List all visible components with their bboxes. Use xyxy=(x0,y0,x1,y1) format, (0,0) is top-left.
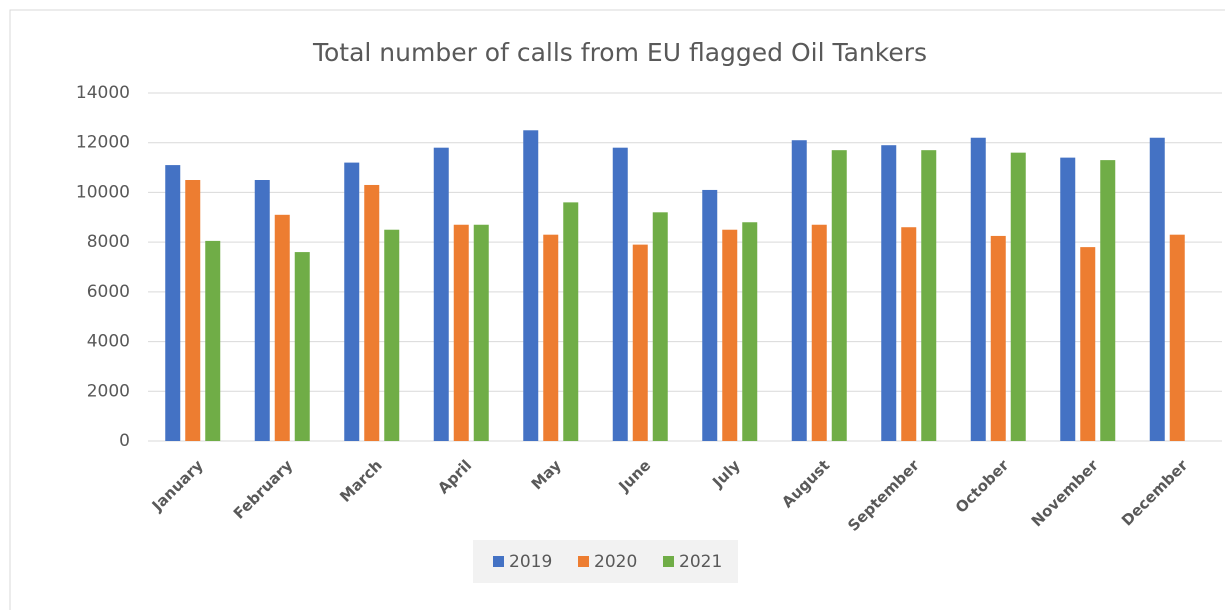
legend-swatch xyxy=(493,556,504,567)
y-tick-label: 10000 xyxy=(76,182,130,202)
bar xyxy=(722,229,738,441)
bar xyxy=(1100,160,1116,441)
bar xyxy=(165,165,181,442)
bar xyxy=(254,180,270,441)
bar xyxy=(990,235,1006,441)
bar xyxy=(742,222,758,441)
bar xyxy=(921,150,937,441)
bar xyxy=(1149,137,1165,441)
y-tick-label: 14000 xyxy=(76,83,130,103)
bar xyxy=(384,229,400,441)
bar xyxy=(901,227,917,441)
legend-label: 2019 xyxy=(509,552,552,572)
bar xyxy=(563,202,579,441)
bar xyxy=(831,150,847,441)
y-tick-label: 6000 xyxy=(87,282,130,302)
y-tick-label: 0 xyxy=(119,431,130,451)
bar xyxy=(791,140,807,441)
legend-label: 2021 xyxy=(679,552,722,572)
bar xyxy=(294,252,310,441)
bar xyxy=(881,145,897,441)
bar xyxy=(473,224,489,441)
y-tick-label: 12000 xyxy=(76,133,130,153)
bar xyxy=(453,224,469,441)
bar xyxy=(970,137,986,441)
legend-label: 2020 xyxy=(594,552,637,572)
bar xyxy=(702,189,718,441)
legend-box xyxy=(473,540,738,583)
chart-title: Total number of calls from EU flagged Oi… xyxy=(312,38,927,67)
y-tick-label: 4000 xyxy=(87,332,130,352)
bar xyxy=(364,184,380,441)
bar xyxy=(612,147,628,441)
bar xyxy=(344,162,360,441)
bar xyxy=(1010,152,1026,441)
bar xyxy=(274,214,290,441)
bar xyxy=(1169,234,1185,441)
bar xyxy=(632,244,648,441)
bar xyxy=(1060,157,1076,441)
bar xyxy=(205,240,221,441)
bar xyxy=(523,130,539,442)
bar xyxy=(811,224,827,441)
bar xyxy=(543,234,559,441)
legend-swatch xyxy=(578,556,589,567)
bar xyxy=(185,180,201,441)
bar xyxy=(433,147,449,441)
bar xyxy=(1080,247,1096,441)
y-tick-label: 2000 xyxy=(87,381,130,401)
y-tick-label: 8000 xyxy=(87,232,130,252)
legend-swatch xyxy=(663,556,674,567)
bar xyxy=(652,212,668,441)
